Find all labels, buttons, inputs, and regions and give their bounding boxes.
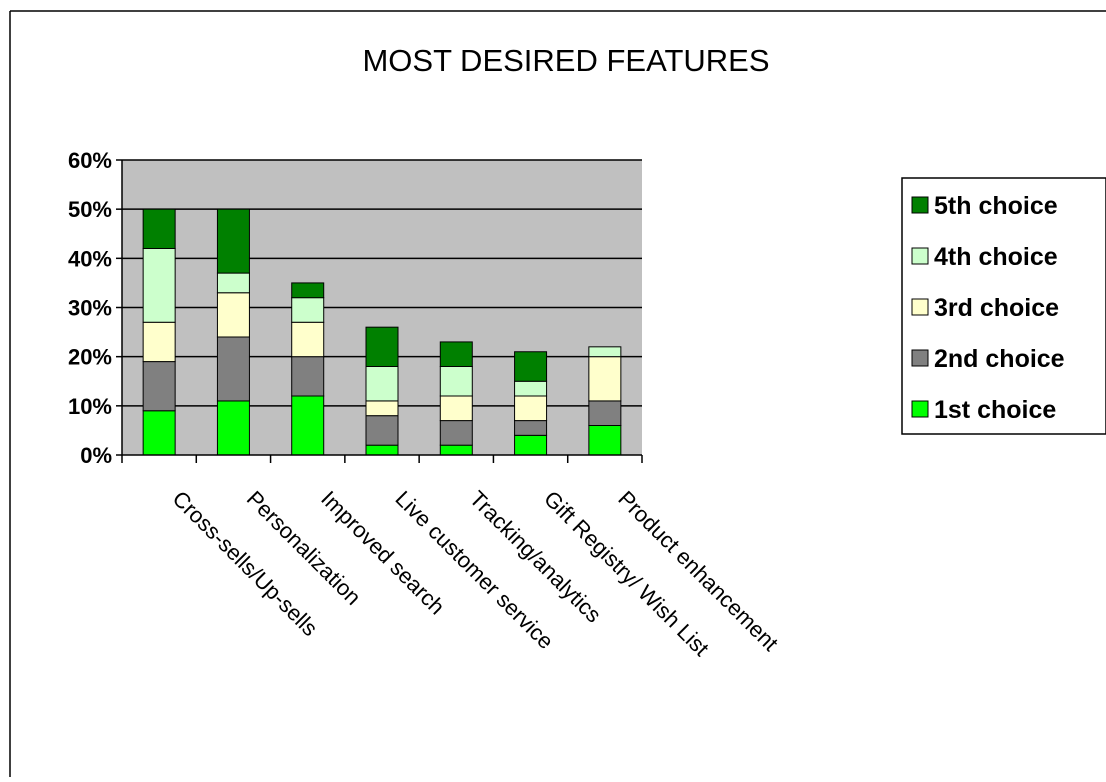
legend-label: 5th choice bbox=[934, 192, 1058, 220]
legend: 5th choice 4th choice 3rd choice 2nd choice… bbox=[901, 177, 1106, 435]
bar-segment bbox=[588, 425, 622, 456]
bar-segment bbox=[216, 400, 250, 456]
bar-segment bbox=[142, 410, 176, 456]
bar-segment bbox=[291, 356, 325, 397]
bar-segment bbox=[365, 415, 399, 446]
y-tick-label: 0% bbox=[80, 443, 112, 468]
bar-segment bbox=[439, 444, 473, 456]
y-tick-label: 40% bbox=[68, 246, 112, 271]
y-tick-label: 50% bbox=[68, 197, 112, 222]
bar-segment bbox=[514, 395, 548, 422]
bar-segment bbox=[365, 326, 399, 367]
bar-segment bbox=[588, 346, 622, 358]
bar-segment bbox=[216, 208, 250, 274]
bar-segment bbox=[142, 208, 176, 250]
bar-segment bbox=[142, 248, 176, 323]
y-tick-label: 10% bbox=[68, 394, 112, 419]
bar-segment bbox=[291, 395, 325, 456]
bar-segment bbox=[216, 336, 250, 402]
legend-swatch bbox=[911, 349, 929, 367]
legend-swatch bbox=[911, 400, 929, 418]
bar-segment bbox=[514, 434, 548, 456]
bar-segment bbox=[365, 400, 399, 417]
bar-segment bbox=[439, 395, 473, 422]
chart-title: MOST DESIRED FEATURES bbox=[362, 43, 769, 78]
y-tick-label: 60% bbox=[68, 148, 112, 173]
y-tick-label: 30% bbox=[68, 296, 112, 321]
bar-segment bbox=[514, 420, 548, 436]
bar-segment bbox=[439, 341, 473, 367]
bar-segment bbox=[514, 380, 548, 397]
bar-segment bbox=[514, 351, 548, 382]
bar-segment bbox=[142, 321, 176, 363]
bar-segment bbox=[588, 356, 622, 402]
legend-swatch bbox=[911, 247, 929, 265]
legend-box bbox=[901, 177, 1106, 435]
bar-segment bbox=[365, 366, 399, 402]
legend-label: 3rd choice bbox=[934, 294, 1059, 322]
legend-label: 4th choice bbox=[934, 243, 1058, 271]
bar-segment bbox=[291, 297, 325, 323]
bar-segment bbox=[588, 400, 622, 426]
bar-segment bbox=[439, 366, 473, 397]
y-tick-label: 20% bbox=[68, 345, 112, 370]
legend-label: 2nd choice bbox=[934, 345, 1065, 373]
legend-swatch bbox=[911, 196, 929, 214]
legend-label: 1st choice bbox=[934, 396, 1056, 424]
bar-segment bbox=[291, 282, 325, 299]
legend-swatch bbox=[911, 298, 929, 316]
bar-segment bbox=[365, 444, 399, 456]
bar-segment bbox=[291, 321, 325, 358]
bar-segment bbox=[216, 292, 250, 338]
bar-segment bbox=[216, 272, 250, 294]
bar-segment bbox=[439, 420, 473, 446]
bar-segment bbox=[142, 361, 176, 412]
